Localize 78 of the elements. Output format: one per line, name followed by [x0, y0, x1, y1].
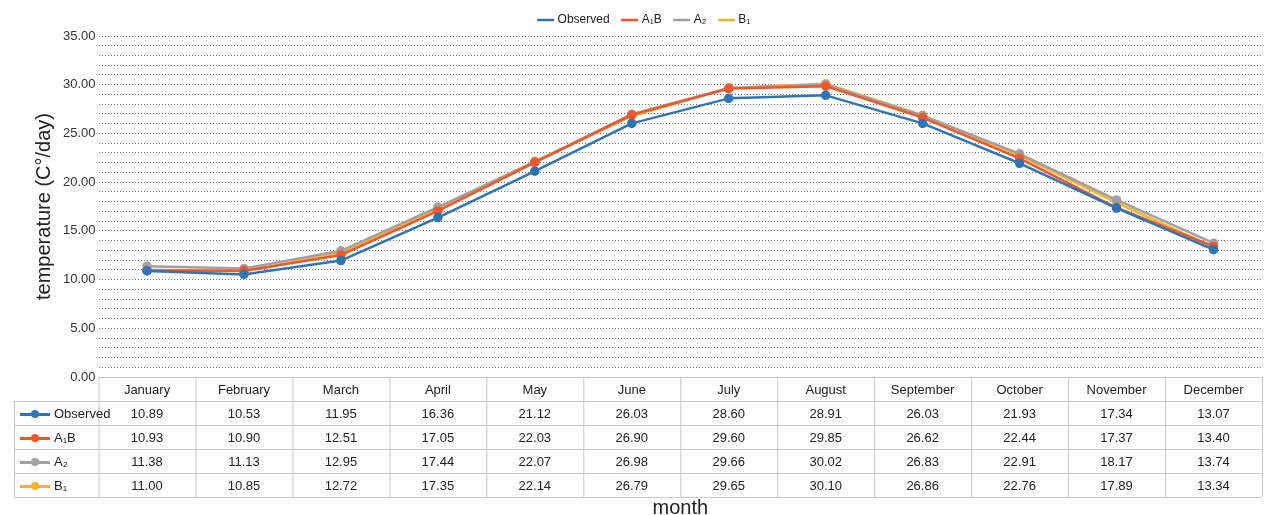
data-label: 28.91	[809, 405, 842, 421]
data-label: 26.03	[906, 405, 939, 421]
data-label: 13.07	[1197, 405, 1230, 421]
data-label: 13.34	[1197, 477, 1230, 493]
data-label: 17.35	[421, 477, 455, 493]
y-tick-label: 35.00	[62, 27, 96, 43]
data-label: 26.86	[906, 477, 939, 493]
data-label: 17.37	[1100, 429, 1133, 445]
x-tick-label: August	[805, 381, 847, 397]
data-label: 12.95	[324, 453, 358, 469]
data-label: 11.95	[325, 405, 357, 421]
y-tick-label: 30.00	[62, 76, 96, 92]
y-tick-label: 20.00	[62, 173, 96, 189]
y-tick-label: 15.00	[62, 222, 96, 238]
x-tick-label: September	[890, 381, 956, 397]
data-label: 26.79	[615, 477, 649, 493]
x-axis-title: month	[652, 496, 709, 515]
data-label: 29.60	[712, 429, 746, 445]
data-label: 17.44	[421, 453, 455, 469]
text: Observed	[54, 405, 111, 421]
data-label: 13.40	[1197, 429, 1230, 445]
y-tick-label: 0.00	[70, 368, 96, 384]
data-label: 22.14	[518, 477, 552, 493]
data-label: 18.17	[1100, 453, 1133, 469]
data-label: 22.44	[1003, 429, 1036, 445]
x-tick-label: June	[617, 381, 646, 397]
legend-label: B₁	[738, 12, 751, 27]
data-label: 28.60	[712, 405, 746, 421]
data-label: 26.98	[615, 453, 649, 469]
legend-label: A₁B	[641, 12, 662, 27]
x-tick-label: October	[996, 381, 1044, 397]
y-tick-label: 25.00	[62, 125, 96, 141]
text: B₁	[54, 477, 68, 493]
data-label: 16.36	[421, 405, 455, 421]
x-tick-label: March	[322, 381, 359, 397]
y-tick-label: 10.00	[62, 271, 96, 287]
data-label: 10.93	[130, 429, 164, 445]
data-label: 10.89	[130, 405, 164, 421]
legend-label: Observed	[557, 12, 610, 27]
data-label: 13.74	[1197, 453, 1230, 469]
data-label: 11.13	[228, 453, 260, 469]
y-axis-title: temperature (C°/day)	[31, 113, 54, 300]
data-label: 10.90	[227, 429, 261, 445]
x-tick-label: January	[123, 381, 171, 397]
data-label: 29.85	[809, 429, 842, 445]
data-label: 11.38	[131, 453, 163, 469]
data-label: 22.03	[518, 429, 552, 445]
data-label: 12.51	[324, 429, 358, 445]
data-label: 29.65	[712, 477, 746, 493]
data-label: 11.00	[131, 477, 163, 493]
x-tick-label: February	[217, 381, 271, 397]
data-label: 21.12	[518, 405, 552, 421]
data-label: 26.03	[615, 405, 649, 421]
data-label: 22.76	[1003, 477, 1036, 493]
text: A₁B	[54, 429, 76, 445]
data-label: 26.90	[615, 429, 649, 445]
data-label: 10.85	[227, 477, 261, 493]
x-tick-label: December	[1183, 381, 1245, 397]
x-tick-label: April	[424, 381, 451, 397]
data-label: 22.07	[518, 453, 552, 469]
data-label: 29.66	[712, 453, 746, 469]
data-label: 30.02	[809, 453, 842, 469]
y-tick-label: 5.00	[70, 319, 96, 335]
data-label: 17.89	[1100, 477, 1133, 493]
data-label: 21.93	[1003, 405, 1036, 421]
x-tick-label: May	[522, 381, 548, 397]
text: A₂	[54, 453, 68, 469]
data-label: 17.05	[421, 429, 455, 445]
data-label: 10.53	[227, 405, 261, 421]
x-tick-label: July	[717, 381, 741, 397]
data-label: 12.72	[324, 477, 358, 493]
data-label: 26.83	[906, 453, 939, 469]
x-tick-label: November	[1086, 381, 1148, 397]
data-label: 30.10	[809, 477, 842, 493]
legend-label: A₂	[693, 12, 707, 27]
data-label: 22.91	[1003, 453, 1036, 469]
data-label: 26.62	[906, 429, 939, 445]
data-label: 17.34	[1100, 405, 1133, 421]
